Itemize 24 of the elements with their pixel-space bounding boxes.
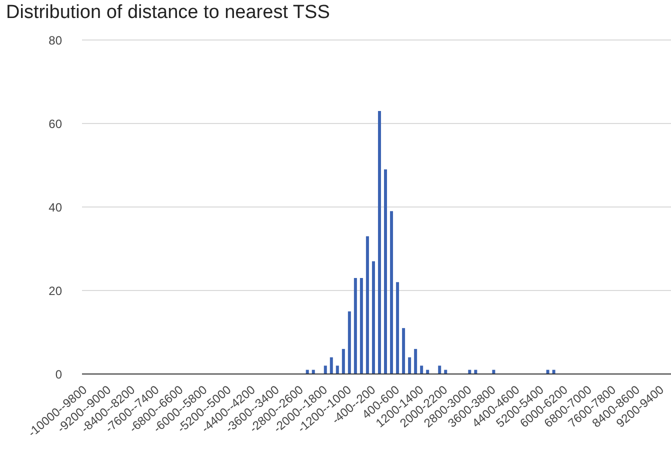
bar — [378, 110, 381, 374]
y-tick-label: 0 — [55, 367, 62, 382]
y-tick-label: 60 — [48, 116, 62, 131]
bar — [330, 357, 333, 374]
bar — [354, 278, 357, 374]
bar — [396, 282, 400, 374]
chart-title: Distribution of distance to nearest TSS — [6, 2, 330, 24]
bar — [390, 211, 394, 374]
bar — [372, 261, 375, 374]
y-tick-label: 80 — [48, 33, 62, 48]
bar — [384, 169, 388, 374]
bar — [420, 366, 424, 374]
y-tick-label: 40 — [48, 200, 62, 214]
bar — [360, 278, 363, 374]
bar — [342, 348, 345, 374]
bar — [324, 366, 327, 374]
bar — [336, 366, 339, 374]
y-tick-label: 20 — [48, 284, 62, 298]
bar — [414, 348, 418, 374]
bar — [402, 328, 406, 374]
bar — [348, 311, 351, 374]
bar — [366, 236, 369, 374]
bar — [408, 357, 412, 374]
bar — [438, 366, 442, 374]
